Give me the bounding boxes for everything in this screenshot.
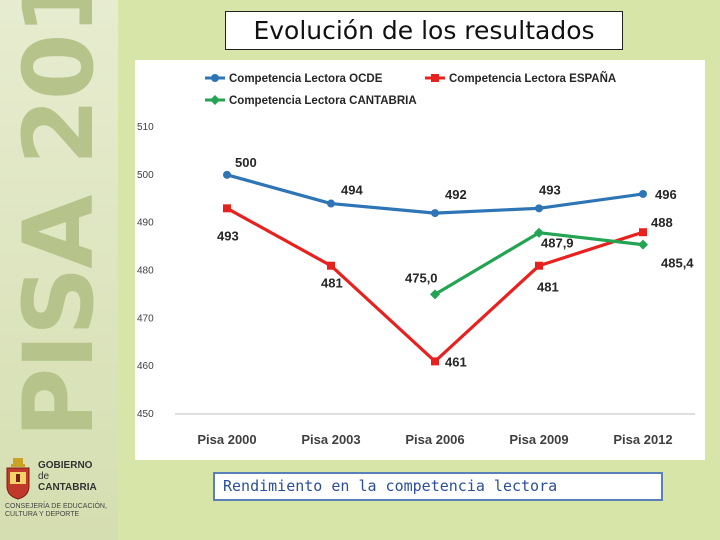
data-point-circle xyxy=(431,209,439,218)
data-point-square xyxy=(535,261,543,270)
data-label: 494 xyxy=(341,183,363,198)
data-label: 496 xyxy=(655,187,677,202)
sidebar: PISA 2015 GOBIERNO de CANTABRIA CONSEJER… xyxy=(0,0,118,540)
legend-entry: Competencia Lectora ESPAÑA xyxy=(449,72,616,85)
x-tick-label: Pisa 2012 xyxy=(613,432,672,447)
data-label: 475,0 xyxy=(405,270,438,285)
data-point-square xyxy=(639,228,647,237)
data-label: 492 xyxy=(445,187,467,202)
x-tick-label: Pisa 2003 xyxy=(301,432,360,447)
data-label: 485,4 xyxy=(661,256,694,271)
chart-data-labels: 500 494 492 493 496 493 481 461 481 488 475,0 487,9… xyxy=(217,155,694,370)
y-tick-label: 460 xyxy=(137,361,154,372)
data-point-circle xyxy=(639,189,647,198)
chart-background xyxy=(135,60,705,460)
data-point-diamond xyxy=(534,227,544,238)
slide-title: Evolución de los resultados xyxy=(225,11,623,50)
logo-line-2: de xyxy=(38,471,50,482)
data-point-circle xyxy=(327,199,335,208)
data-point-diamond xyxy=(638,239,648,250)
data-label: 461 xyxy=(445,354,467,369)
data-point-square xyxy=(223,204,231,213)
data-label: 481 xyxy=(321,276,343,291)
y-tick-label: 480 xyxy=(137,266,154,277)
data-point-circle xyxy=(535,204,543,213)
x-tick-label: Pisa 2006 xyxy=(405,432,464,447)
x-tick-label: Pisa 2009 xyxy=(509,432,568,447)
chart-legend: Competencia Lectora OCDE Competencia Lect… xyxy=(205,72,616,107)
gobierno-cantabria-logo-text: GOBIERNO de CANTABRIA xyxy=(38,460,116,493)
data-label: 493 xyxy=(539,182,561,197)
logo-line-3: CANTABRIA xyxy=(38,482,97,493)
legend-entry: Competencia Lectora CANTABRIA xyxy=(229,95,417,107)
data-point-square xyxy=(431,357,439,366)
legend-entry: Competencia Lectora OCDE xyxy=(229,73,383,85)
data-label: 500 xyxy=(235,155,257,170)
y-tick-label: 500 xyxy=(137,170,154,181)
cantabria-crest-icon xyxy=(6,458,30,500)
data-label: 488 xyxy=(651,215,673,230)
consejeria-line-2: CULTURA Y DEPORTE xyxy=(5,511,80,518)
y-tick-label: 450 xyxy=(137,409,154,420)
chart-axes: 450 460 470 480 490 500 510 Pisa 2000 Pisa 2003 P… xyxy=(137,122,695,447)
x-tick-label: Pisa 2000 xyxy=(197,432,256,447)
slide-caption: Rendimiento en la competencia lectora xyxy=(213,472,663,501)
data-label: 487,9 xyxy=(541,236,574,251)
data-point-square xyxy=(431,74,439,82)
data-point-diamond xyxy=(210,95,220,105)
y-tick-label: 510 xyxy=(137,122,154,133)
data-label: 493 xyxy=(217,228,239,243)
data-point-circle xyxy=(211,74,219,82)
logo-line-1: GOBIERNO xyxy=(38,460,93,471)
data-point-circle xyxy=(223,170,231,179)
consejeria-text: CONSEJERÍA DE EDUCACIÓN, CULTURA Y DEPOR… xyxy=(5,503,115,519)
line-chart: Competencia Lectora OCDE Competencia Lect… xyxy=(135,60,705,460)
y-tick-label: 490 xyxy=(137,218,154,229)
data-point-diamond xyxy=(430,289,440,300)
consejeria-line-1: CONSEJERÍA DE EDUCACIÓN, xyxy=(5,503,107,510)
pisa-2015-vertical-title: PISA 2015 xyxy=(3,0,115,438)
chart-series xyxy=(223,170,648,366)
y-tick-label: 470 xyxy=(137,313,154,324)
data-point-square xyxy=(327,261,335,270)
data-label: 481 xyxy=(537,280,559,295)
